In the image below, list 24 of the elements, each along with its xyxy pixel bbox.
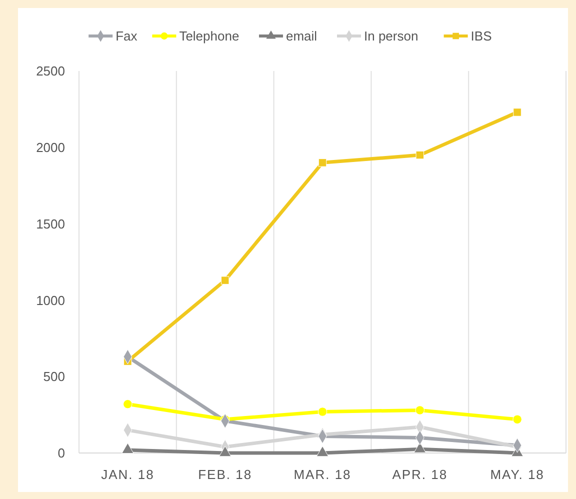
point bbox=[318, 158, 327, 167]
y-tick-label: 1500 bbox=[36, 216, 65, 232]
x-tick-label: JAN. 18 bbox=[101, 467, 154, 482]
x-tick-label: APR. 18 bbox=[392, 467, 448, 482]
legend-label: email bbox=[286, 28, 318, 44]
y-tick-label: 1000 bbox=[36, 292, 65, 308]
point bbox=[415, 406, 425, 415]
y-tick-label: 2000 bbox=[36, 140, 65, 155]
y-tick-label: 2500 bbox=[36, 64, 65, 79]
legend-label: In person bbox=[364, 28, 418, 44]
legend-label: Fax bbox=[116, 28, 138, 44]
point bbox=[513, 108, 522, 116]
legend-label: IBS bbox=[470, 28, 492, 44]
point bbox=[220, 276, 230, 284]
point bbox=[512, 414, 522, 424]
x-tick-label: FEB. 18 bbox=[198, 467, 252, 482]
point bbox=[123, 399, 132, 409]
point bbox=[318, 407, 328, 416]
y-tick-label: 500 bbox=[43, 369, 65, 384]
y-tick-label: 0 bbox=[58, 446, 65, 461]
x-tick-label: MAY. 18 bbox=[490, 467, 544, 482]
point bbox=[416, 150, 424, 160]
legend-label: Telephone bbox=[179, 28, 240, 44]
x-tick-label: MAR. 18 bbox=[294, 467, 352, 482]
